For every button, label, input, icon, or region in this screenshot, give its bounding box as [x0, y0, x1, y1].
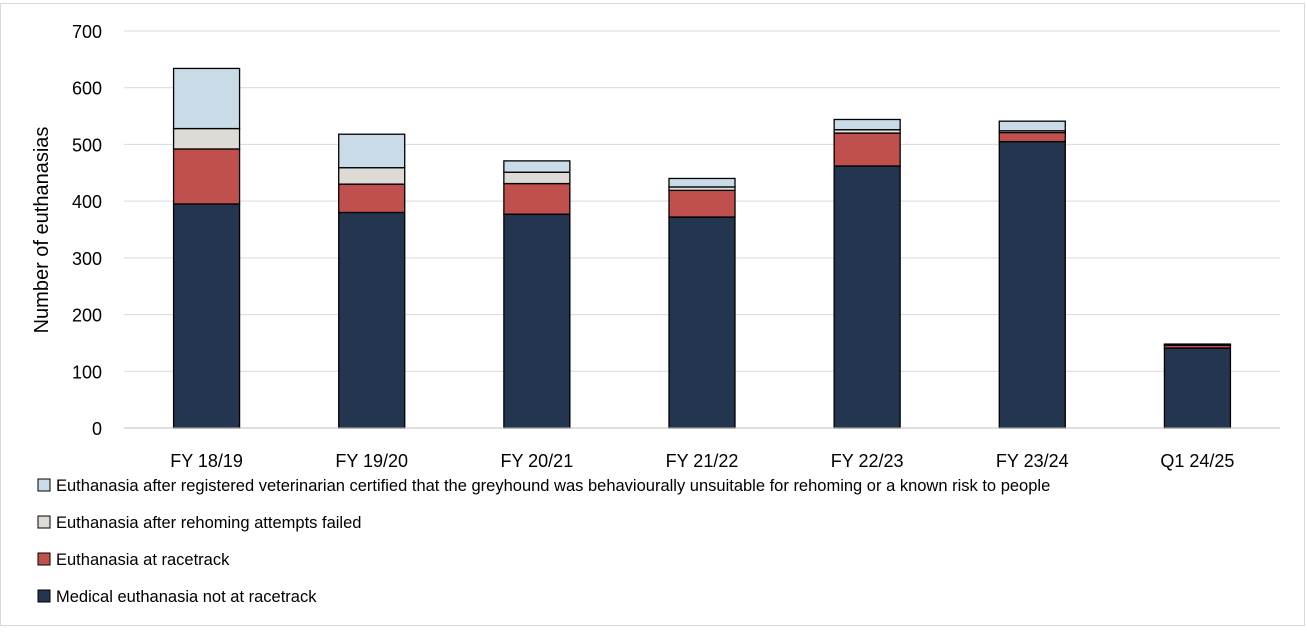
bar-segment [503, 182, 571, 215]
legend-swatch [37, 478, 51, 492]
legend-label: Medical euthanasia not at racetrack [56, 588, 317, 606]
bar-segment [338, 133, 406, 169]
bar-segment [833, 118, 901, 131]
x-tick-label: Q1 24/25 [1160, 451, 1234, 471]
x-tick-label: FY 21/22 [666, 451, 739, 471]
bar-segment [503, 160, 571, 173]
bar-segment [998, 120, 1066, 132]
bar-segment [1163, 347, 1232, 429]
legend-label: Euthanasia at racetrack [56, 551, 230, 569]
bar-segment [668, 189, 736, 218]
x-tick-label: FY 18/19 [170, 451, 243, 471]
legend-swatch [37, 552, 51, 566]
bar-segment [503, 213, 571, 429]
bar-segment [338, 183, 406, 214]
y-tick-label: 100 [72, 362, 102, 382]
bar-segment [998, 131, 1066, 143]
legend-label: Euthanasia after rehoming attempts faile… [56, 514, 361, 532]
legend-label: Euthanasia after registered veterinarian… [56, 477, 1050, 495]
y-axis-title: Number of euthanasias [31, 127, 53, 334]
bar-segment [172, 67, 241, 130]
y-tick-label: 400 [72, 192, 102, 212]
y-tick-label: 500 [72, 135, 102, 155]
x-tick-label: FY 23/24 [996, 451, 1069, 471]
bar-segment [172, 127, 241, 150]
x-tick-labels: FY 18/19 FY 19/20 FY 20/21 FY 21/22 FY 22/23… [170, 451, 1234, 471]
bars [172, 67, 1232, 429]
bar-segment [172, 203, 241, 429]
y-tick-label: 300 [72, 249, 102, 269]
y-tick-label: 600 [72, 79, 102, 99]
legend: Euthanasia after registered veterinarian… [37, 477, 1050, 606]
y-tick-label: 700 [72, 22, 102, 42]
chart-border [0, 3, 1305, 626]
x-tick-label: FY 19/20 [335, 451, 408, 471]
x-tick-label: FY 22/23 [831, 451, 904, 471]
y-tick-labels: 0 100 200 300 400 500 600 700 [72, 22, 102, 439]
bar-segment [1163, 343, 1232, 346]
bar-segment [833, 165, 901, 429]
bar-segment [668, 216, 736, 429]
bar-segment [998, 140, 1066, 429]
y-tick-label: 0 [92, 419, 102, 439]
legend-swatch [37, 515, 51, 529]
x-tick-label: FY 20/21 [500, 451, 573, 471]
bar-segment [668, 177, 736, 188]
bar-segment [338, 167, 406, 185]
bar-segment [503, 171, 571, 185]
bar-segment [338, 211, 406, 429]
bar-segment [833, 132, 901, 167]
grid-lines [124, 30, 1280, 372]
bar-segment [172, 148, 241, 205]
y-tick-label: 200 [72, 306, 102, 326]
legend-swatch [37, 589, 51, 603]
